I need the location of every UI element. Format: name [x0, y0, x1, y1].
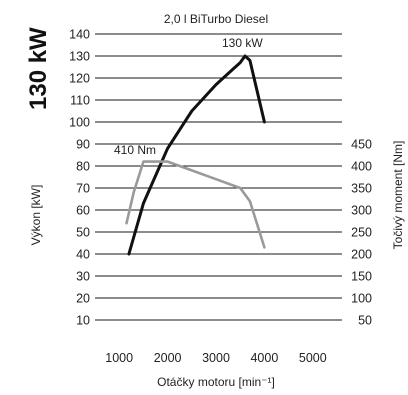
- y-right-tick-label: 250: [351, 226, 372, 240]
- x-tick-label: 3000: [202, 351, 230, 365]
- y-left-tick-label: 60: [76, 204, 90, 218]
- y-right-tick-label: 100: [351, 292, 372, 306]
- y-right-tick-label: 350: [351, 182, 372, 196]
- x-axis-label: Otáčky motoru [min⁻¹]: [157, 375, 275, 389]
- y-left-tick-label: 10: [76, 314, 90, 328]
- y-left-tick-label: 70: [76, 182, 90, 196]
- right-axis-ticks: 50 100 150 200 250 300 350 400 450: [351, 138, 372, 328]
- y-left-tick-label: 30: [76, 270, 90, 284]
- y-left-tick-label: 20: [76, 292, 90, 306]
- x-tick-label: 2000: [154, 351, 182, 365]
- left-axis-ticks: 10 20 30 40 50 60 70 80 90 100 110 120 130 140: [69, 28, 90, 328]
- x-tick-label: 1000: [105, 351, 133, 365]
- y-right-tick-label: 300: [351, 204, 372, 218]
- plot-area: [125, 54, 266, 256]
- y-left-tick-label: 50: [76, 226, 90, 240]
- y-left-tick-label: 100: [69, 116, 90, 130]
- y-left-tick-label: 90: [76, 138, 90, 152]
- y-axis-label-left: Výkon [kW]: [29, 185, 43, 246]
- x-axis-ticks: 1000 2000 3000 4000 5000: [105, 351, 326, 365]
- y-left-tick-label: 40: [76, 248, 90, 262]
- grid-lines: [95, 33, 342, 321]
- y-left-tick-label: 120: [69, 72, 90, 86]
- y-left-tick-label: 110: [70, 94, 90, 108]
- power-peak-label: 130 kW: [222, 36, 263, 50]
- torque-curve: [125, 160, 266, 249]
- chart-title: 2,0 l BiTurbo Diesel: [164, 12, 268, 26]
- y-left-tick-label: 140: [69, 28, 90, 42]
- torque-peak-label: 410 Nm: [114, 143, 156, 157]
- y-left-tick-label: 80: [76, 160, 90, 174]
- y-left-tick-label: 130: [69, 50, 90, 64]
- y-right-tick-label: 150: [351, 270, 372, 284]
- y-right-tick-label: 50: [358, 314, 372, 328]
- y-right-tick-label: 400: [351, 160, 372, 174]
- headline-power: 130 kW: [25, 27, 52, 110]
- x-tick-label: 5000: [299, 351, 327, 365]
- y-right-tick-label: 200: [351, 248, 372, 262]
- power-curve: [127, 54, 266, 256]
- peak-labels: 130 kW 410 Nm: [114, 36, 263, 157]
- x-tick-label: 4000: [250, 351, 278, 365]
- y-axis-label-right: Točivý moment [Nm]: [391, 141, 405, 250]
- y-right-tick-label: 450: [351, 138, 372, 152]
